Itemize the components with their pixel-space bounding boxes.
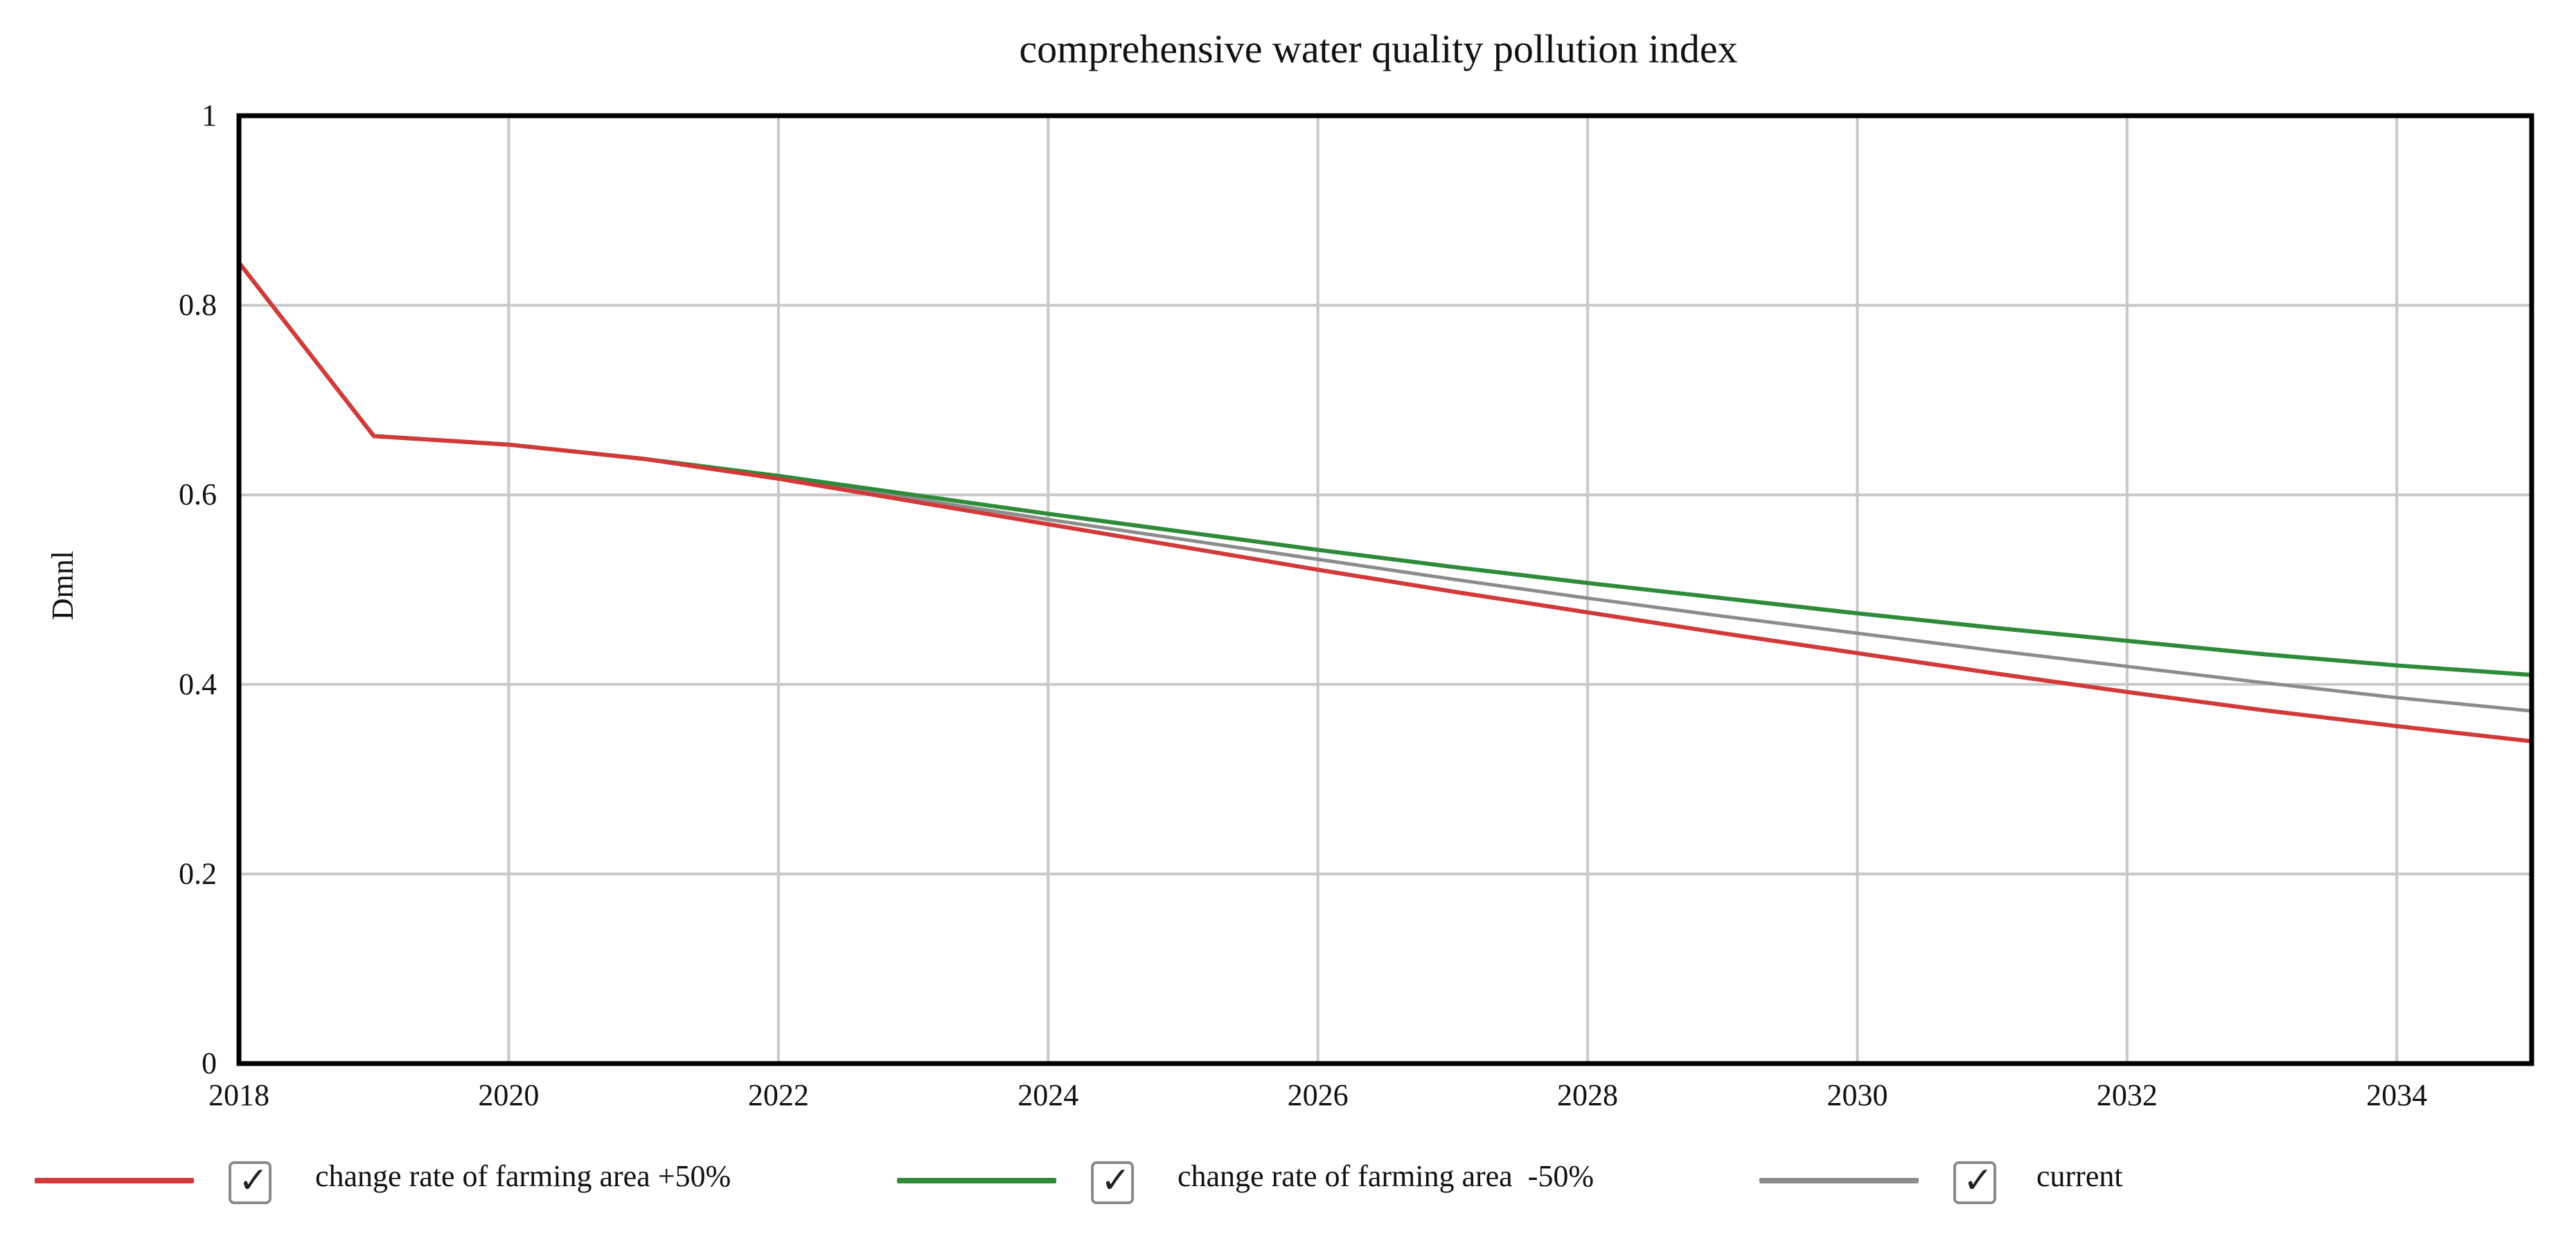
x-tick-label: 2020 (478, 1078, 539, 1112)
y-tick-label: 0.8 (179, 288, 217, 322)
checkbox-checked-icon[interactable]: ✓ (1953, 1160, 1996, 1204)
series-line-2 (237, 261, 2534, 713)
x-tick-label: 2022 (748, 1078, 809, 1112)
x-tick-label: 2028 (1557, 1078, 1618, 1112)
line-chart: comprehensive water quality pollution in… (46, 26, 2534, 1112)
x-tick-label: 2034 (2366, 1078, 2427, 1112)
y-axis-label: Dmnl (46, 551, 80, 620)
x-tick-label: 2026 (1288, 1078, 1349, 1112)
series-line-1 (237, 261, 2534, 678)
legend-swatch-gray (1759, 1178, 1919, 1183)
y-tick-label: 0 (202, 1046, 217, 1080)
axis-ticks: 2018 2020 2022 2024 2026 2028 2030 2032 2034 0 0.2… (179, 98, 2427, 1112)
legend-label: change rate of farming area -50% (1178, 1159, 1595, 1193)
y-tick-label: 0.6 (179, 477, 217, 511)
checkbox-checked-icon[interactable]: ✓ (229, 1160, 272, 1204)
series-layer (237, 261, 2534, 743)
legend: ✓ change rate of farming area +50% ✓ cha… (0, 1143, 2576, 1219)
legend-label: change rate of farming area +50% (315, 1159, 731, 1193)
x-tick-label: 2024 (1018, 1078, 1078, 1112)
chart-title: comprehensive water quality pollution in… (1019, 26, 1737, 71)
y-tick-label: 1 (202, 98, 217, 132)
legend-label: current (2036, 1159, 2123, 1193)
checkbox-checked-icon[interactable]: ✓ (1091, 1160, 1134, 1204)
series-line-0 (237, 261, 2534, 743)
grid-lines (238, 116, 2532, 1064)
legend-swatch-green (897, 1178, 1056, 1183)
x-tick-label: 2018 (208, 1078, 269, 1112)
plot-frame (236, 113, 2534, 1066)
x-tick-label: 2030 (1827, 1078, 1887, 1112)
x-tick-label: 2032 (2097, 1078, 2158, 1112)
y-tick-label: 0.4 (179, 667, 217, 701)
y-tick-label: 0.2 (179, 856, 217, 890)
legend-swatch-red (35, 1178, 194, 1183)
